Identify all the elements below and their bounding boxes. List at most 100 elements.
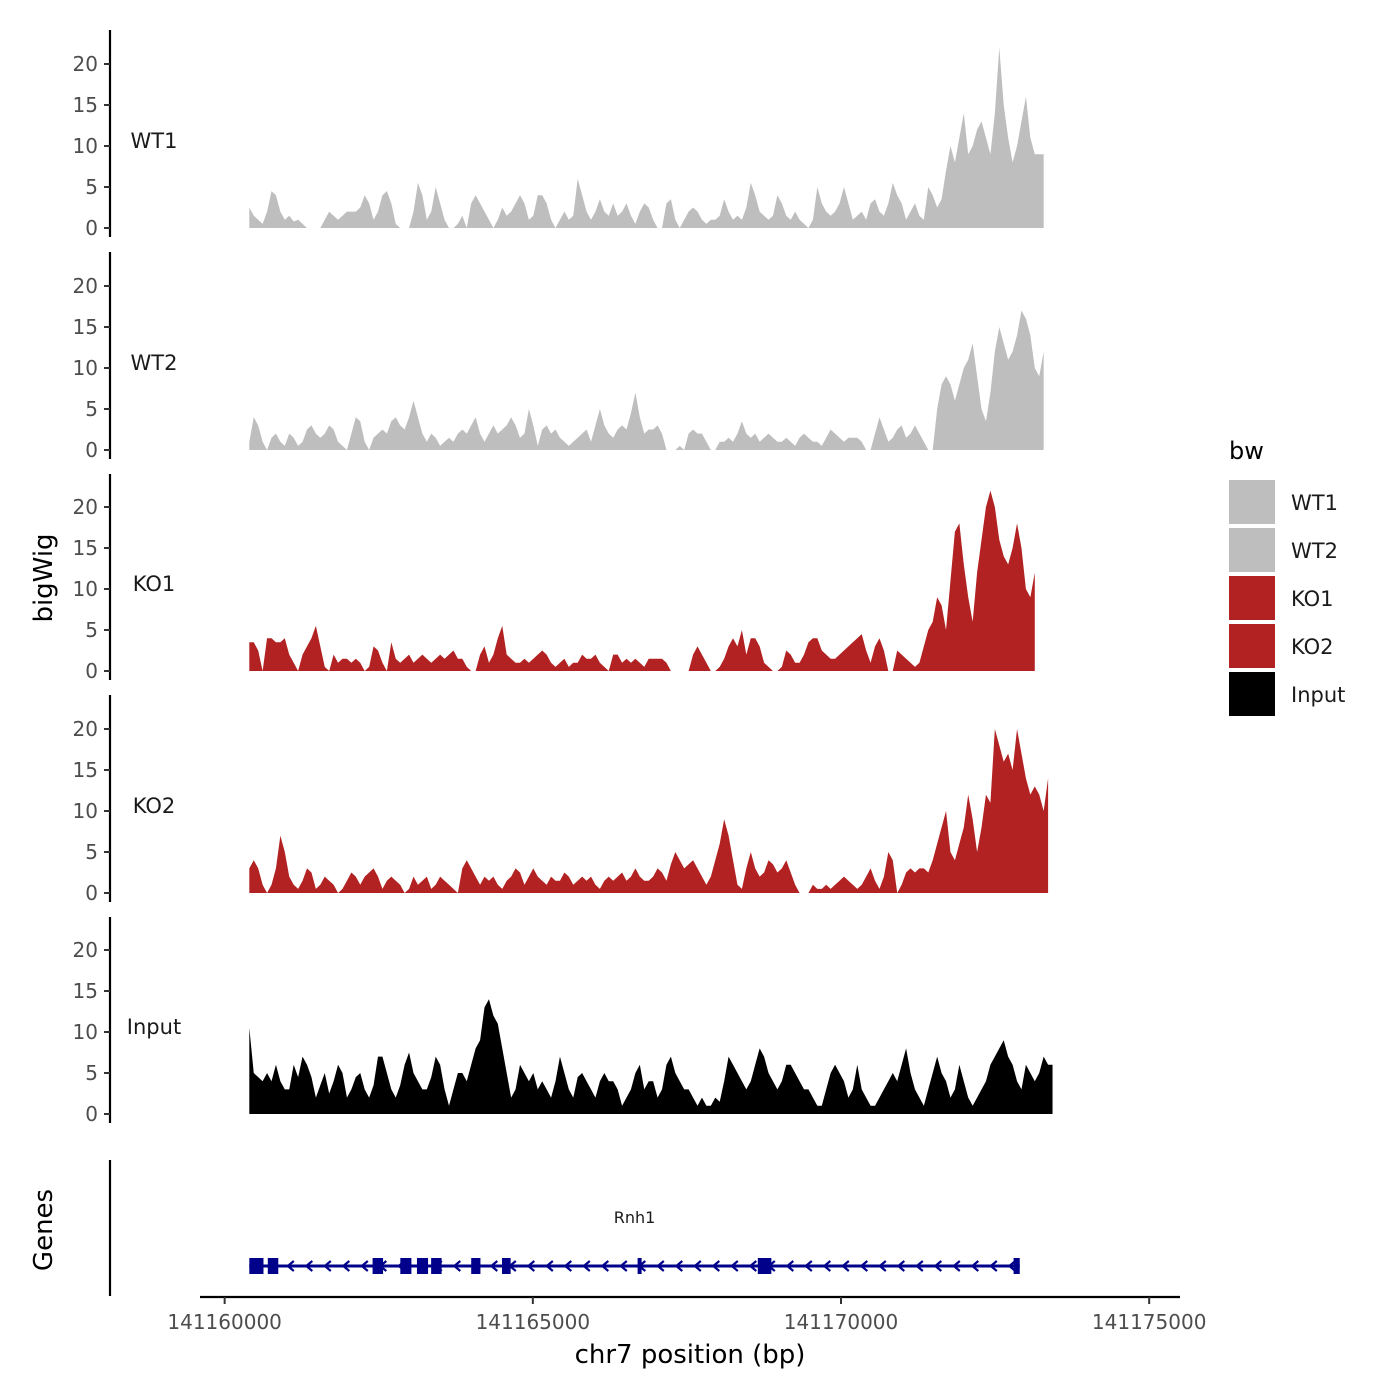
legend-label-wt1: WT1 [1291, 491, 1338, 515]
y-tick-label: 0 [85, 438, 98, 462]
track-ko2: 0 5 10 15 20 KO2 [73, 695, 1049, 905]
strand-arrow-icon [896, 1260, 906, 1272]
coverage-area-wt1 [249, 47, 1044, 228]
y-tick-label: 15 [73, 979, 98, 1003]
y-tick-label: 15 [73, 536, 98, 560]
legend-label-ko1: KO1 [1291, 587, 1334, 611]
gene-exon [471, 1258, 481, 1274]
strand-arrow-icon [859, 1260, 869, 1272]
y-tick-label: 20 [73, 274, 98, 298]
y-tick-label: 15 [73, 315, 98, 339]
legend-key-wt1 [1229, 480, 1275, 524]
strand-arrow-icon [1007, 1260, 1017, 1272]
strand-arrow-icon [656, 1260, 665, 1272]
gene-exon [249, 1258, 264, 1274]
strand-arrow-icon [952, 1260, 961, 1272]
gene-track: Rnh1 [108, 1160, 1020, 1296]
gene-exon [1013, 1258, 1020, 1274]
strand-arrow-icon [748, 1260, 758, 1272]
strand-arrow-icon [489, 1260, 499, 1272]
strand-arrow-icon [360, 1260, 369, 1272]
y-tick-label: 10 [73, 799, 98, 823]
x-tick-label: 141165000 [476, 1310, 591, 1334]
strand-arrow-icon [841, 1260, 850, 1272]
track-label-input: Input [127, 1015, 181, 1039]
strand-arrow-icon [915, 1260, 924, 1272]
track-input: 0 5 10 15 20 Input [73, 917, 1053, 1126]
y-tick-label: 0 [85, 881, 98, 905]
track-label-ko1: KO1 [133, 572, 176, 596]
strand-arrow-icon [304, 1260, 314, 1272]
gene-exon [400, 1258, 412, 1274]
strand-arrow-icon [526, 1260, 536, 1272]
gene-exon [637, 1258, 642, 1274]
x-tick-label: 141175000 [1092, 1310, 1207, 1334]
x-tick-label: 141170000 [784, 1310, 899, 1334]
strand-arrow-icon [711, 1260, 721, 1272]
y-tick-label: 0 [85, 216, 98, 240]
coverage-area-wt2 [249, 310, 1044, 450]
legend-key-wt2 [1229, 528, 1275, 572]
strand-arrow-icon [989, 1260, 998, 1272]
coverage-area-ko1 [249, 490, 1035, 671]
legend-label-wt2: WT2 [1291, 539, 1338, 563]
y-tick-label: 15 [73, 93, 98, 117]
gene-rnh1: Rnh1 [249, 1208, 1020, 1274]
strand-arrow-icon [730, 1260, 739, 1272]
y-tick-label: 10 [73, 1020, 98, 1044]
legend: bw WT1 WT2 KO1 KO2 Input [1229, 437, 1345, 716]
gene-exon [416, 1258, 429, 1274]
track-wt2: 0 5 10 15 20 WT2 [73, 252, 1044, 462]
y-axis-title: bigWig [29, 533, 59, 622]
track-ko1: 0 5 10 15 20 KO1 [73, 474, 1035, 683]
gene-exon [267, 1258, 279, 1274]
strand-arrow-icon [822, 1260, 832, 1272]
strand-arrow-icon [286, 1260, 295, 1272]
gene-exon [502, 1258, 511, 1274]
y-tick-label: 0 [85, 1102, 98, 1126]
strand-arrow-icon [323, 1260, 332, 1272]
y-tick-label: 20 [73, 938, 98, 962]
y-tick-label: 10 [73, 577, 98, 601]
gene-exon [757, 1258, 772, 1274]
track-label-ko2: KO2 [133, 794, 176, 818]
y-tick-label: 15 [73, 758, 98, 782]
gene-label: Rnh1 [614, 1208, 656, 1227]
strand-arrow-icon [545, 1260, 554, 1272]
strand-arrow-icon [878, 1260, 887, 1272]
strand-arrow-icon [693, 1260, 702, 1272]
y-tick-label: 20 [73, 495, 98, 519]
strand-arrow-icon [674, 1260, 684, 1272]
strand-arrow-icon [619, 1260, 628, 1272]
strand-arrow-icon [970, 1260, 980, 1272]
strand-arrow-icon [804, 1260, 813, 1272]
gene-exon [431, 1258, 442, 1274]
y-tick-label: 20 [73, 717, 98, 741]
legend-key-ko2 [1229, 624, 1275, 668]
x-tick-label: 141160000 [167, 1310, 282, 1334]
legend-key-input [1229, 672, 1275, 716]
x-axis: 141160000 141165000 141170000 141175000 [167, 1295, 1207, 1334]
track-wt1: 0 5 10 15 20 WT1 [73, 30, 1044, 240]
y-tick-label: 5 [85, 1061, 98, 1085]
legend-label-ko2: KO2 [1291, 635, 1334, 659]
legend-key-ko1 [1229, 576, 1275, 620]
strand-arrow-icon [563, 1260, 573, 1272]
y-tick-label: 10 [73, 134, 98, 158]
coverage-area-input [249, 999, 1053, 1114]
strand-arrow-icon [452, 1260, 462, 1272]
strand-arrow-icon [341, 1260, 351, 1272]
strand-arrow-icon [582, 1260, 591, 1272]
y-tick-label: 10 [73, 356, 98, 380]
x-axis-title: chr7 position (bp) [575, 1340, 806, 1370]
track-label-wt1: WT1 [131, 129, 178, 153]
coverage-area-ko2 [249, 729, 1049, 893]
y-tick-label: 20 [73, 52, 98, 76]
strand-arrow-icon [600, 1260, 610, 1272]
legend-label-input: Input [1291, 683, 1345, 707]
track-label-wt2: WT2 [131, 351, 178, 375]
genes-axis-title: Genes [29, 1189, 59, 1271]
strand-arrow-icon [785, 1260, 795, 1272]
y-tick-label: 5 [85, 840, 98, 864]
